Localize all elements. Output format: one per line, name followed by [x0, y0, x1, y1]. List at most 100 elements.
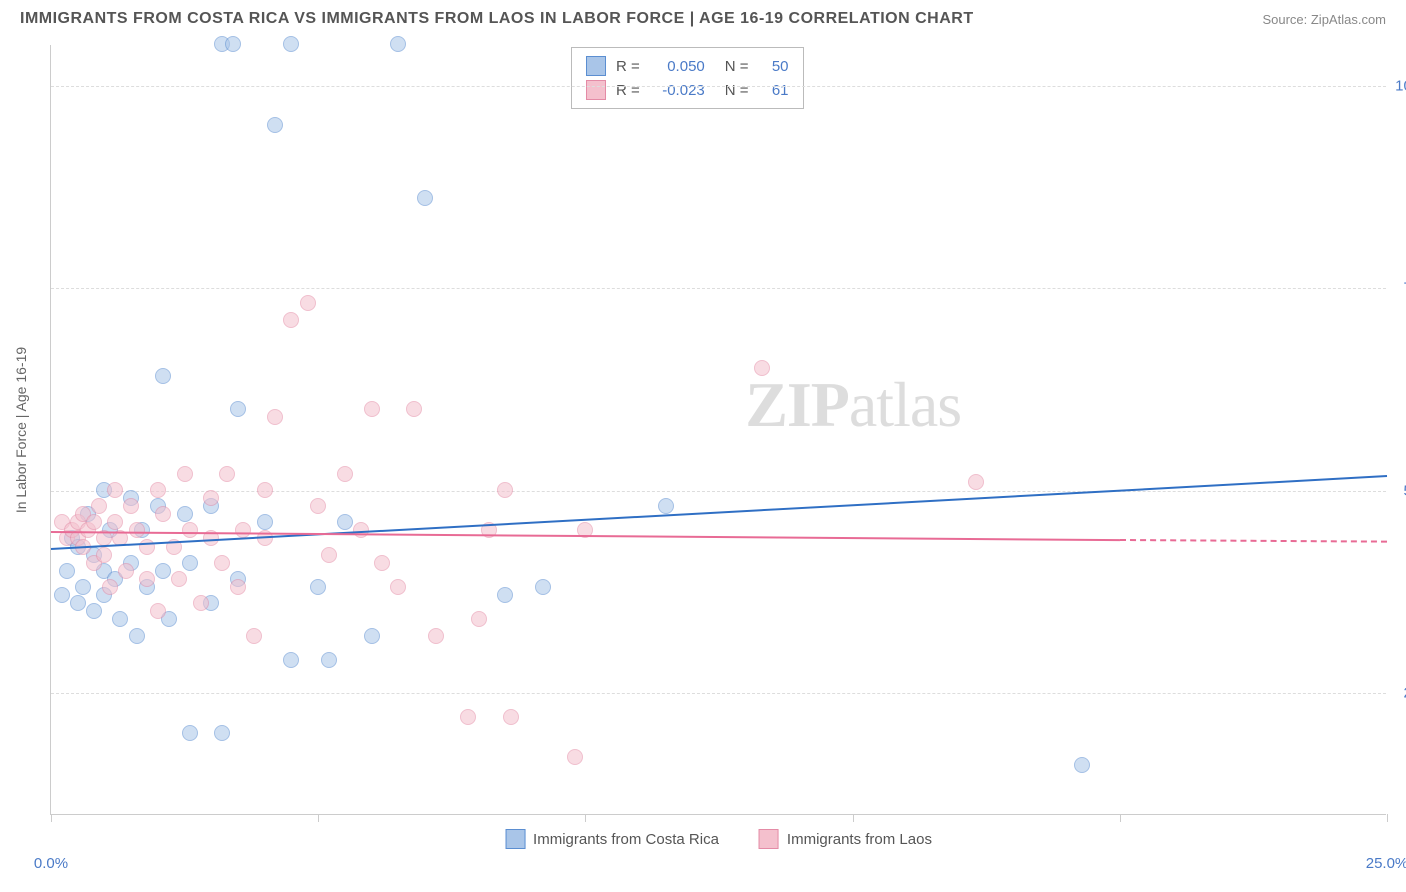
data-point	[337, 466, 353, 482]
trend-line	[1120, 539, 1387, 543]
data-point	[96, 547, 112, 563]
data-point	[300, 295, 316, 311]
data-point	[102, 579, 118, 595]
data-point	[390, 579, 406, 595]
data-point	[91, 498, 107, 514]
data-point	[177, 506, 193, 522]
data-point	[118, 563, 134, 579]
x-tick	[1387, 814, 1388, 822]
legend-swatch	[586, 56, 606, 76]
series-legend: Immigrants from Costa Rica Immigrants fro…	[505, 829, 932, 849]
legend-n-value: 61	[759, 82, 789, 99]
data-point	[968, 474, 984, 490]
chart-title: IMMIGRANTS FROM COSTA RICA VS IMMIGRANTS…	[20, 10, 974, 28]
data-point	[267, 117, 283, 133]
gridline	[51, 288, 1386, 289]
legend-label: Immigrants from Costa Rica	[533, 831, 719, 848]
data-point	[428, 628, 444, 644]
legend-row: R = 0.050 N = 50	[586, 54, 789, 78]
legend-n-value: 50	[759, 58, 789, 75]
data-point	[107, 514, 123, 530]
gridline	[51, 86, 1386, 87]
data-point	[86, 603, 102, 619]
data-point	[182, 725, 198, 741]
data-point	[230, 401, 246, 417]
data-point	[310, 579, 326, 595]
data-point	[497, 482, 513, 498]
data-point	[503, 709, 519, 725]
data-point	[497, 587, 513, 603]
data-point	[337, 514, 353, 530]
data-point	[417, 190, 433, 206]
data-point	[390, 36, 406, 52]
legend-swatch	[759, 829, 779, 849]
legend-swatch	[505, 829, 525, 849]
data-point	[129, 628, 145, 644]
data-point	[219, 466, 235, 482]
legend-r-value: 0.050	[650, 58, 705, 75]
data-point	[214, 555, 230, 571]
y-axis-label: In Labor Force | Age 16-19	[13, 346, 29, 512]
y-tick-label: 100.0%	[1395, 77, 1406, 94]
data-point	[374, 555, 390, 571]
legend-n-label: N =	[725, 82, 749, 99]
data-point	[139, 539, 155, 555]
x-tick-label: 25.0%	[1366, 855, 1406, 872]
data-point	[155, 506, 171, 522]
data-point	[471, 611, 487, 627]
data-point	[86, 514, 102, 530]
x-tick	[51, 814, 52, 822]
data-point	[257, 514, 273, 530]
data-point	[214, 725, 230, 741]
data-point	[182, 555, 198, 571]
data-point	[150, 482, 166, 498]
legend-r-label: R =	[616, 82, 640, 99]
x-tick	[318, 814, 319, 822]
gridline	[51, 491, 1386, 492]
correlation-legend: R = 0.050 N = 50 R = -0.023 N = 61	[571, 47, 804, 109]
chart-plot-area: In Labor Force | Age 16-19 ZIPatlas R =0…	[50, 45, 1386, 815]
data-point	[177, 466, 193, 482]
data-point	[230, 579, 246, 595]
data-point	[283, 36, 299, 52]
data-point	[658, 498, 674, 514]
data-point	[283, 312, 299, 328]
data-point	[406, 401, 422, 417]
data-point	[321, 547, 337, 563]
data-point	[70, 595, 86, 611]
data-point	[112, 611, 128, 627]
data-point	[150, 603, 166, 619]
data-point	[155, 563, 171, 579]
data-point	[59, 563, 75, 579]
data-point	[257, 482, 273, 498]
data-point	[171, 571, 187, 587]
data-point	[235, 522, 251, 538]
legend-item: Immigrants from Laos	[759, 829, 932, 849]
data-point	[193, 595, 209, 611]
data-point	[364, 628, 380, 644]
data-point	[107, 482, 123, 498]
data-point	[754, 360, 770, 376]
data-point	[1074, 757, 1090, 773]
legend-r-label: R =	[616, 58, 640, 75]
watermark: ZIPatlas	[745, 368, 961, 442]
x-tick	[1120, 814, 1121, 822]
data-point	[123, 498, 139, 514]
legend-item: Immigrants from Costa Rica	[505, 829, 719, 849]
legend-r-value: -0.023	[650, 82, 705, 99]
data-point	[129, 522, 145, 538]
legend-n-label: N =	[725, 58, 749, 75]
data-point	[182, 522, 198, 538]
x-tick-label: 0.0%	[34, 855, 68, 872]
data-point	[246, 628, 262, 644]
data-point	[225, 36, 241, 52]
trend-line	[51, 475, 1387, 550]
data-point	[155, 368, 171, 384]
gridline	[51, 693, 1386, 694]
x-tick	[585, 814, 586, 822]
data-point	[310, 498, 326, 514]
data-point	[203, 490, 219, 506]
data-point	[460, 709, 476, 725]
data-point	[139, 571, 155, 587]
data-point	[321, 652, 337, 668]
